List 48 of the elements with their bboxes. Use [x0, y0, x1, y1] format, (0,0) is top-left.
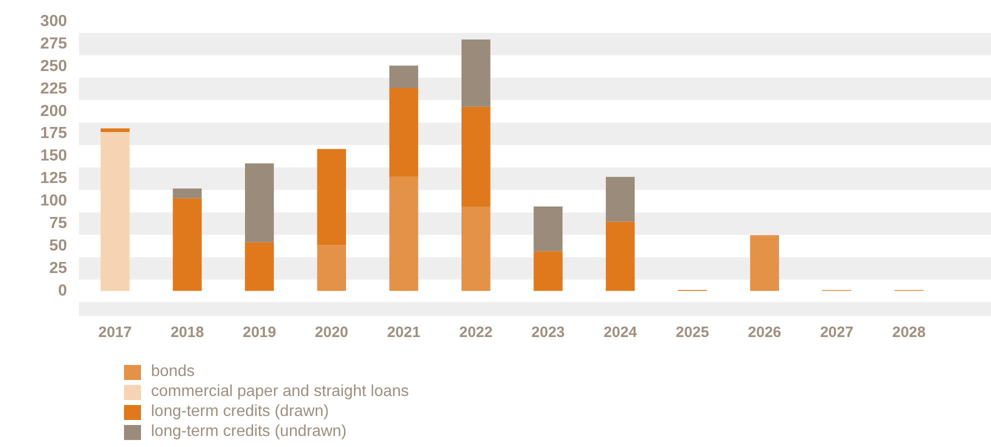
bar [461, 40, 490, 107]
y-tick-label: 300 [40, 13, 68, 30]
bar [244, 242, 274, 291]
legend-label: commercial paper and straight loans [151, 382, 409, 402]
legend-label: long-term credits (drawn) [151, 402, 329, 422]
x-tick-label: 2022 [459, 324, 493, 342]
legend-label: bonds [151, 362, 195, 382]
x-tick-label: 2018 [170, 324, 204, 342]
y-tick-label: 275 [40, 35, 68, 52]
x-tick-label: 2027 [820, 324, 854, 342]
bar [389, 88, 418, 177]
x-tick-label: 2017 [98, 324, 132, 342]
x-tick-label: 2028 [892, 324, 926, 342]
x-tick-label: 2025 [676, 324, 710, 342]
y-tick-label: 250 [40, 58, 68, 75]
y-tick-label: 75 [49, 214, 68, 232]
bar [317, 245, 346, 291]
bar [461, 106, 490, 206]
y-tick-label: 25 [49, 260, 68, 277]
x-tick-label: 2023 [531, 324, 565, 342]
x-tick-label: 2020 [314, 324, 348, 342]
bar [317, 149, 346, 246]
y-tick-label: 100 [40, 192, 68, 210]
bar [461, 206, 490, 291]
x-tick-label: 2026 [748, 324, 782, 342]
x-tick-label: 2021 [387, 324, 420, 342]
y-tick-label: 125 [40, 170, 68, 188]
bar [100, 128, 130, 132]
bar [534, 206, 563, 252]
x-tick-label: 2024 [604, 324, 638, 342]
bar [244, 163, 274, 242]
legend-label: long-term credits (undrawn) [151, 422, 347, 442]
bar [172, 188, 202, 198]
x-tick-label: 2019 [242, 324, 276, 342]
bar [606, 176, 635, 222]
bar [389, 66, 418, 88]
y-tick-label: 225 [40, 80, 68, 98]
y-tick-label: 50 [49, 237, 68, 254]
y-tick-label: 200 [40, 102, 68, 120]
bar [100, 132, 130, 291]
y-tick-label: 0 [58, 282, 68, 300]
y-tick-label: 150 [40, 148, 68, 165]
bar [389, 176, 418, 291]
y-tick-label: 175 [40, 125, 68, 142]
bar [172, 198, 202, 291]
bar [750, 236, 780, 291]
bar [534, 251, 563, 291]
bar [606, 222, 635, 291]
